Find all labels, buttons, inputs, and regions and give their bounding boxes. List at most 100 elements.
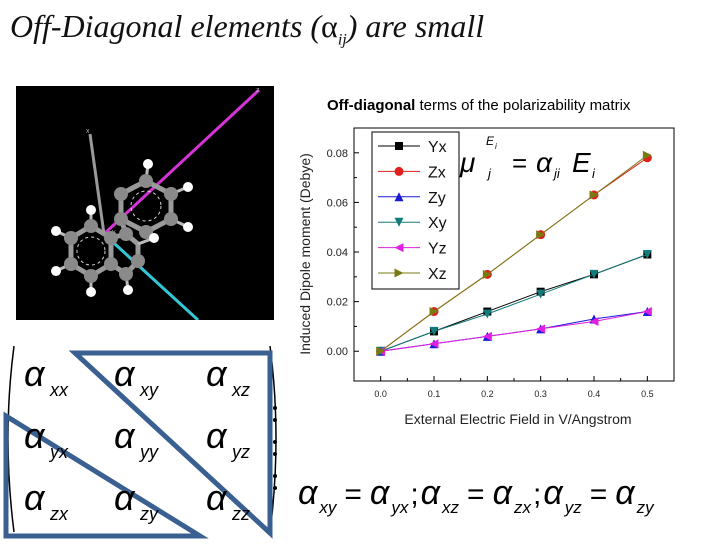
sym-alpha: α [493, 474, 514, 512]
eq-alpha: α [536, 147, 553, 178]
legend-label: Zx [428, 164, 446, 181]
matrix-alpha: α [206, 415, 228, 456]
series-line [380, 311, 648, 352]
eq-alpha-subscript: ji [552, 166, 561, 181]
x-tick-label: 0.2 [481, 389, 494, 399]
polarizability-matrix: α xx α xy α xz α yx α yy α yz α zx α zy α zz [0, 338, 300, 540]
x-axis-label: x [86, 128, 90, 135]
matrix-subscript: zx [49, 504, 69, 524]
x-tick-label: 0.1 [428, 389, 441, 399]
y-axis-title: Induced Dipole moment (Debye) [297, 153, 313, 355]
legend-item: Xy [378, 215, 447, 232]
matrix-subscript: xz [231, 380, 250, 400]
legend-item: Yx [378, 139, 447, 156]
matrix-alpha: α [24, 477, 46, 518]
data-point [482, 269, 492, 279]
x-axis-title: External Electric Field in V/Angstrom [404, 411, 631, 427]
data-point [429, 339, 439, 349]
legend-marker [395, 142, 403, 150]
legend-label: Zy [428, 190, 446, 207]
matrix-cell-zy: α zy [114, 477, 159, 524]
z-axis-line [102, 88, 261, 236]
symmetry-relations: α xy = α yx; α xz = α zx; α yz = α zy [292, 468, 720, 518]
matrix-subscript: zy [139, 504, 159, 524]
data-point [536, 289, 546, 299]
matrix-cell-yx: α yx [24, 415, 69, 462]
title-alpha-symbol: α [321, 8, 338, 44]
sym-alpha: α [421, 474, 442, 512]
series-line [380, 154, 648, 352]
sym-subscript: yz [564, 498, 583, 517]
data-point [589, 190, 599, 200]
matrix-alpha: α [24, 415, 46, 456]
dipole-equation: μ E i j = α ji E i [459, 134, 596, 181]
matrix-alpha: α [114, 353, 136, 394]
eq-mu-superscript: E [486, 134, 495, 148]
matrix-svg: α xx α xy α xzα yx α yy α yzα zx α zy α zz [3, 345, 277, 539]
legend-marker [394, 217, 404, 227]
polarizability-chart: Off-diagonal terms of the polarizability… [290, 90, 720, 435]
chart-title-bold: Off-diagonal [327, 97, 415, 114]
legend-box [371, 131, 460, 290]
legend-marker [394, 243, 404, 253]
eq-mu-subscript: j [486, 166, 492, 181]
data-point [429, 307, 439, 317]
sym-alpha: α [370, 474, 391, 512]
matrix-cell-zx: α zx [24, 477, 69, 524]
legend: Yx Zx Zy Xy Yz Xz [378, 139, 447, 283]
legend-item: Zx [378, 164, 446, 181]
carbon-atoms [64, 174, 178, 283]
series-yz [376, 307, 652, 356]
series-xz [376, 150, 652, 356]
legend-label: Xz [428, 266, 447, 283]
x-tick-label: 0.3 [534, 389, 547, 399]
matrix-cell-xy: α xy [114, 353, 159, 400]
lower-triangle [3, 411, 209, 539]
sym-subscript: xy [318, 498, 338, 517]
eq-equals: = [512, 148, 527, 178]
symmetry-svg: α xy = α yx; α xz = α zx; α yz = α zy [298, 474, 655, 517]
slide-title: Off-Diagonal elements (αij) are small [10, 8, 484, 49]
sym-separator: ; [533, 478, 541, 511]
chart-title-rest: terms of the polarizability matrix [415, 97, 631, 114]
aromatic-rings [76, 190, 162, 266]
legend-marker [394, 192, 404, 202]
legend-label: Yz [428, 241, 447, 258]
matrix-cell-yz: α yz [206, 415, 250, 462]
title-subscript: ij [337, 31, 347, 49]
matrix-alpha: α [114, 477, 136, 518]
legend-item: Zy [378, 190, 446, 207]
x-ticks: 0.0 0.1 0.2 0.3 0.4 0.5 [374, 376, 654, 399]
data-point [376, 346, 386, 356]
legend-marker [394, 268, 404, 278]
data-point [429, 326, 439, 336]
x-axis-line [88, 133, 106, 235]
y-tick-label: 0.00 [327, 346, 348, 358]
data-point [482, 331, 492, 341]
sym-alpha: α [615, 474, 636, 512]
sym-alpha: α [298, 474, 319, 512]
matrix-alpha: α [114, 415, 136, 456]
y-tick-label: 0.06 [327, 197, 348, 209]
x-tick-label: 0.5 [641, 389, 654, 399]
matrix-cell-xz: α xz [206, 353, 250, 400]
y-tick-label: 0.08 [327, 148, 348, 160]
sym-subscript: zy [636, 498, 656, 517]
y-axis-line [102, 232, 200, 322]
sym-subscript: yx [390, 498, 409, 517]
symmetry-equation: α xy = α yx; α xz = α zx; α yz = α zy [298, 474, 655, 517]
title-suffix: ) are small [346, 8, 485, 44]
molecule-svg: z x y [51, 87, 261, 322]
data-point [589, 316, 599, 326]
sym-separator: ; [410, 478, 418, 511]
legend-item: Yz [378, 241, 447, 258]
sym-alpha: α [543, 474, 564, 512]
eq-E-subscript: i [592, 166, 596, 181]
matrix-cell-yy: α yy [114, 415, 159, 462]
data-point [482, 309, 492, 319]
matrix-subscript: yz [230, 442, 250, 462]
data-point [642, 250, 652, 259]
eq-E: E [572, 147, 591, 178]
series-line [380, 254, 648, 352]
data-point [642, 150, 652, 160]
